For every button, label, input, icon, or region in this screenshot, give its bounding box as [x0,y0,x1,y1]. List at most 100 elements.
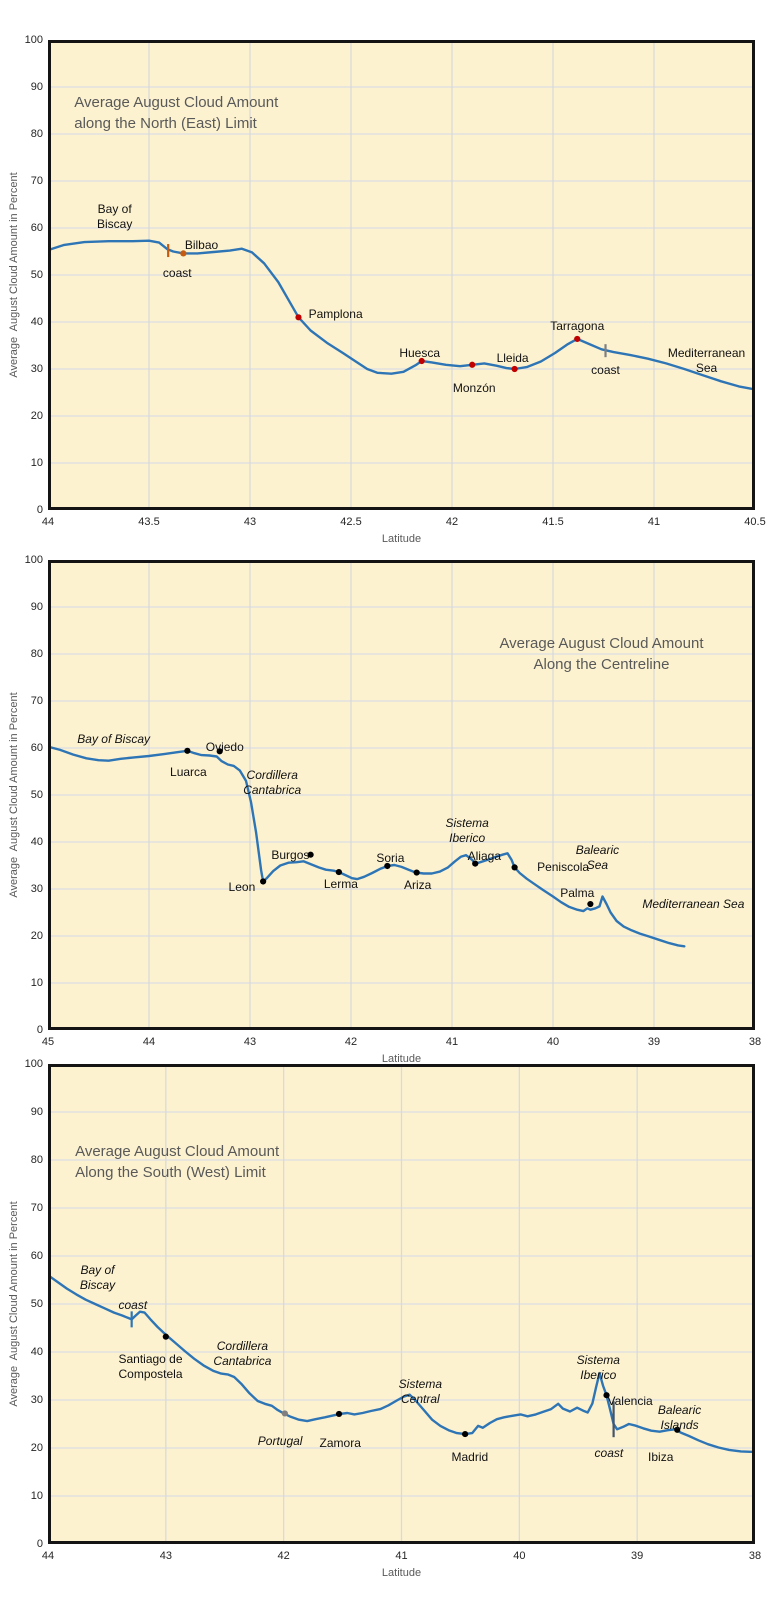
y-tick-label: 50 [30,788,43,801]
north-east-limit-bilbao-label: Bilbao [185,238,218,253]
south-west-limit-cordillera-cantabrica-label: Cordillera Cantabrica [213,1339,271,1369]
x-tick-label: 44 [41,516,55,528]
south-west-limit-bay-of-biscay-label: Bay of Biscay [80,1263,115,1293]
palma-label-line: Palma [560,886,595,901]
sistema-iberico-label-line: Sistema [576,1352,620,1367]
y-tick-label: 50 [30,268,43,281]
y-tick-label: 50 [30,1297,43,1310]
portugal-label-line: Portugal [257,1433,303,1448]
bay-of-biscay-label-line: Biscay [96,217,133,232]
huesca-label-line: Huesca [399,345,441,360]
y-tick-label: 80 [30,127,43,140]
south-west-limit-plot-svg [48,1064,755,1544]
y-tick-label: 60 [30,1249,43,1262]
cordillera-cantabrica-label-line: Cordillera [246,767,298,782]
x-axis-title: Latitude [381,533,422,545]
north-east-limit-plot-border [48,40,755,510]
north-east-limit-bay-of-biscay-label: Bay of Biscay [97,202,132,232]
lleida-dot-marker [511,365,518,373]
x-axis-title: Latitude [381,1053,422,1065]
sistema-iberico-label-line: Iberico [449,831,486,846]
bilbao-dot-marker [180,250,187,257]
north-east-limit-tarragona-label: Tarragona [550,319,604,334]
valencia-dot-marker [603,1392,610,1399]
soria-dot-marker [384,862,391,870]
centreline-luarca-label: Luarca [170,765,207,780]
x-tick-label: 41 [395,1550,408,1562]
sistema-central-label-line: Central [400,1392,440,1407]
mediterranean-sea-label-line: Sea [695,360,718,375]
tarragona-label-line: Tarragona [550,319,605,334]
north-east-limit-monzon-label: Monzón [453,381,496,396]
north-east-limit-chart-title-label: Average August Cloud Amount along the Nor… [74,92,278,134]
pamplona-dot-marker [295,314,302,321]
monzon-label-line: Monzón [452,381,496,396]
x-tick-label: 41 [647,516,661,528]
south-west-limit-sistema-central-label: Sistema Central [399,1377,442,1407]
palma-dot-marker [587,900,594,908]
ibiza-dot-marker [674,1426,681,1433]
y-tick-label: 80 [30,1153,43,1166]
x-tick-label: 40.5 [744,516,766,528]
coast-tarragona-label-line: coast [591,363,620,378]
x-tick-label: 40 [513,1550,526,1562]
ibiza-label-line: Ibiza [648,1450,674,1465]
lleida-label-line: Lleida [496,351,529,366]
oviedo-dot-marker [216,748,223,755]
y-tick-label: 100 [24,553,43,566]
aliaga-dot-marker [472,860,479,867]
y-tick-label: 40 [30,835,43,848]
sistema-iberico-label-line: Iberico [580,1367,617,1382]
zamora-label-line: Zamora [319,1435,361,1450]
north-east-limit-pamplona-label: Pamplona [309,307,363,322]
cordillera-cantabrica-label-line: Cantabrica [243,782,302,797]
tarragona-dot-marker [574,335,581,343]
x-tick-label: 43 [159,1550,172,1562]
pamplona-label-line: Pamplona [308,306,363,321]
centreline-sistema-iberico-label: Sistema Iberico [445,816,488,846]
x-tick-label: 45 [41,1036,55,1048]
burgos-label-line: Burgos [271,847,310,862]
y-tick-label: 70 [30,1201,43,1214]
coast-bilbao-label-line: coast [162,265,192,280]
x-tick-label: 39 [647,1036,661,1048]
balearic-sea-label-line: Balearic [575,842,620,857]
soria-label-line: Soria [376,851,405,866]
ariza-label-line: Ariza [403,878,432,893]
y-tick-label: 20 [30,409,43,422]
cloud-amount-data-line [48,745,686,948]
sistema-central-label-line: Sistema [398,1377,443,1392]
x-tick-label: 41.5 [542,516,564,528]
north-east-limit-huesca-label: Huesca [399,346,440,361]
north-east-limit-mediterranean-sea-label: Mediterranean Sea [668,346,745,376]
leon-label-line: Leon [228,880,256,895]
y-tick-label: 20 [30,929,43,942]
centreline-burgos-label: Burgos [271,848,309,863]
centreline-lerma-label: Lerma [324,877,358,892]
centreline-bay-of-biscay-label: Bay of Biscay [77,732,150,747]
bay-of-biscay-label-line: Bay of [97,202,132,217]
y-tick-label: 10 [30,976,43,989]
x-tick-label: 43 [243,1036,257,1048]
north-east-limit-coast-bilbao-label: coast [163,266,192,281]
centreline-plot-svg [48,560,755,1030]
centreline-aliaga-label: Aliaga [468,849,501,864]
oviedo-label-line: Oviedo [205,739,244,754]
north-east-limit-coast-tarragona-label: coast [591,363,620,378]
south-west-limit-coast-biscay-label: coast [118,1298,147,1313]
y-tick-label: 10 [30,1489,43,1502]
x-tick-label: 42.5 [340,516,362,528]
huesca-dot-marker [418,357,425,365]
balearic-sea-label-line: Sea [586,857,609,872]
luarca-label-line: Luarca [170,765,207,780]
centreline-cordillera-cantabrica-label: Cordillera Cantabrica [243,768,301,798]
south-west-limit-portugal-label: Portugal [258,1434,303,1449]
y-tick-label: 40 [30,1345,43,1358]
y-tick-label: 10 [30,456,43,469]
y-tick-label: 30 [30,362,43,375]
centreline-mediterranean-sea-label: Mediterranean Sea [642,897,744,912]
coast-biscay-label-line: coast [118,1297,148,1312]
chart-title-label-line: Along the South (West) Limit [75,1163,266,1181]
madrid-dot-marker [462,1430,469,1438]
santiago-de-compostela-label-line: Compostela [118,1367,183,1381]
